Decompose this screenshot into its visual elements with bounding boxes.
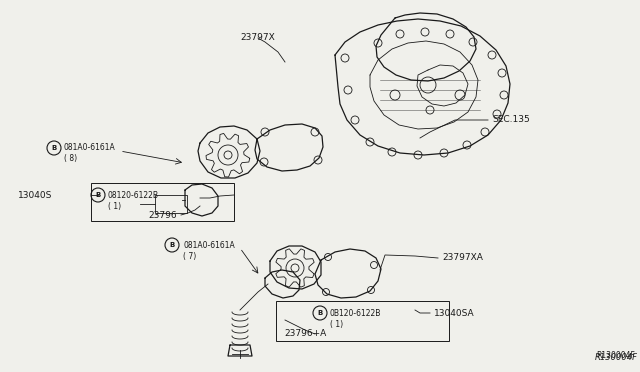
- Bar: [91, 183, 234, 221]
- Text: 13040SA: 13040SA: [434, 308, 475, 317]
- Text: ( 7): ( 7): [183, 251, 196, 260]
- Text: B: B: [51, 145, 56, 151]
- Text: 23797XA: 23797XA: [442, 253, 483, 263]
- Text: ( 1): ( 1): [108, 202, 121, 211]
- Text: R130004F: R130004F: [596, 352, 635, 360]
- Text: 0B120-6122B: 0B120-6122B: [330, 308, 381, 317]
- Text: 23797X: 23797X: [240, 33, 275, 42]
- Text: 23796: 23796: [148, 211, 177, 219]
- Text: ( 1): ( 1): [330, 320, 343, 328]
- Text: 08120-6122B: 08120-6122B: [108, 190, 159, 199]
- Text: B: B: [317, 310, 323, 316]
- Text: 081A0-6161A: 081A0-6161A: [64, 144, 116, 153]
- Text: B: B: [170, 242, 175, 248]
- Bar: [276, 301, 449, 341]
- Text: 13040S: 13040S: [18, 190, 52, 199]
- Bar: [155, 195, 187, 213]
- Text: B: B: [95, 192, 100, 198]
- Text: 23796+A: 23796+A: [284, 330, 326, 339]
- Text: 081A0-6161A: 081A0-6161A: [183, 241, 235, 250]
- Text: SEC.135: SEC.135: [492, 115, 530, 125]
- Text: ( 8): ( 8): [64, 154, 77, 164]
- Text: R130004F: R130004F: [595, 353, 638, 362]
